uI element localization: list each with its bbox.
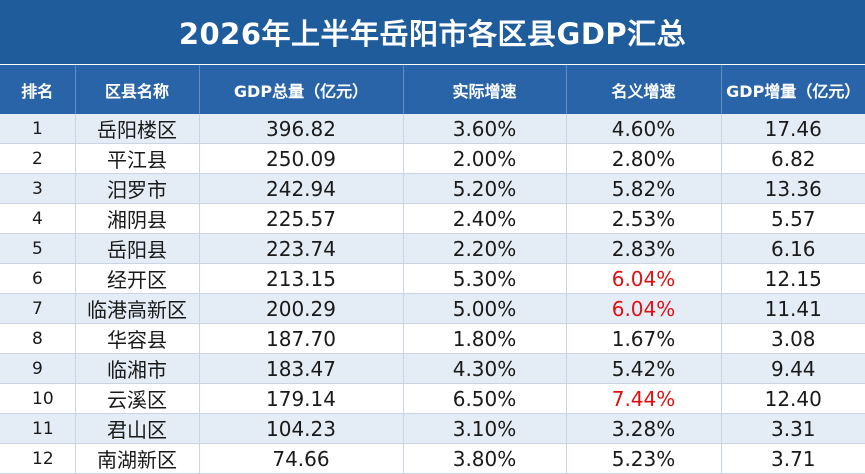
cell-real-growth: 2.20% <box>403 233 567 264</box>
table-row: 6 经开区 213.15 5.30% 6.04% 12.15 <box>0 263 865 294</box>
cell-gdp-increase: 11.41 <box>721 293 865 324</box>
cell-real-growth: 1.80% <box>403 323 567 354</box>
cell-nominal-growth: 6.04% <box>566 263 722 294</box>
cell-real-growth: 5.30% <box>403 263 567 294</box>
cell-real-growth: 6.50% <box>403 383 567 414</box>
cell-gdp-total: 183.47 <box>199 353 404 384</box>
cell-gdp-total: 223.74 <box>199 233 404 264</box>
cell-district-name: 临港高新区 <box>75 293 200 324</box>
table-row: 1 岳阳楼区 396.82 3.60% 4.60% 17.46 <box>0 114 865 144</box>
cell-real-growth: 3.80% <box>403 443 567 474</box>
header-real-growth: 实际增速 <box>403 65 567 114</box>
header-gdp-total: GDP总量（亿元） <box>199 65 404 114</box>
cell-gdp-increase: 6.82 <box>721 143 865 174</box>
cell-rank: 10 <box>0 383 76 414</box>
table-row: 3 汨罗市 242.94 5.20% 5.82% 13.36 <box>0 173 865 204</box>
cell-gdp-increase: 17.46 <box>721 114 865 144</box>
cell-district-name: 云溪区 <box>75 383 200 414</box>
table-row: 5 岳阳县 223.74 2.20% 2.83% 6.16 <box>0 233 865 264</box>
cell-nominal-growth: 2.80% <box>566 143 722 174</box>
cell-real-growth: 2.00% <box>403 143 567 174</box>
cell-district-name: 湘阴县 <box>75 203 200 234</box>
table-row: 7 临港高新区 200.29 5.00% 6.04% 11.41 <box>0 293 865 324</box>
cell-rank: 11 <box>0 413 76 444</box>
table-row: 8 华容县 187.70 1.80% 1.67% 3.08 <box>0 323 865 354</box>
cell-real-growth: 5.00% <box>403 293 567 324</box>
table-row: 9 临湘市 183.47 4.30% 5.42% 9.44 <box>0 353 865 384</box>
cell-rank: 3 <box>0 173 76 204</box>
cell-gdp-total: 187.70 <box>199 323 404 354</box>
header-district: 区县名称 <box>75 65 200 114</box>
cell-rank: 7 <box>0 293 76 324</box>
cell-nominal-growth: 7.44% <box>566 383 722 414</box>
cell-nominal-growth: 6.04% <box>566 293 722 324</box>
cell-nominal-growth: 2.83% <box>566 233 722 264</box>
cell-rank: 5 <box>0 233 76 264</box>
cell-gdp-increase: 9.44 <box>721 353 865 384</box>
cell-gdp-total: 104.23 <box>199 413 404 444</box>
cell-gdp-total: 179.14 <box>199 383 404 414</box>
cell-gdp-total: 396.82 <box>199 114 404 144</box>
cell-nominal-growth: 5.82% <box>566 173 722 204</box>
cell-nominal-growth: 2.53% <box>566 203 722 234</box>
cell-rank: 12 <box>0 443 76 474</box>
cell-gdp-increase: 12.40 <box>721 383 865 414</box>
cell-real-growth: 5.20% <box>403 173 567 204</box>
cell-district-name: 岳阳县 <box>75 233 200 264</box>
header-nominal-growth: 名义增速 <box>566 65 722 114</box>
cell-district-name: 华容县 <box>75 323 200 354</box>
table-row: 10 云溪区 179.14 6.50% 7.44% 12.40 <box>0 383 865 414</box>
cell-nominal-growth: 1.67% <box>566 323 722 354</box>
cell-rank: 1 <box>0 114 76 144</box>
cell-gdp-increase: 13.36 <box>721 173 865 204</box>
table-body: 1 岳阳楼区 396.82 3.60% 4.60% 17.46 2 平江县 250.09 2.00… <box>0 114 865 474</box>
cell-district-name: 平江县 <box>75 143 200 174</box>
cell-rank: 8 <box>0 323 76 354</box>
table-row: 12 南湖新区 74.66 3.80% 5.23% 3.71 <box>0 443 865 474</box>
cell-district-name: 临湘市 <box>75 353 200 384</box>
table-row: 11 君山区 104.23 3.10% 3.28% 3.31 <box>0 413 865 444</box>
cell-rank: 9 <box>0 353 76 384</box>
cell-gdp-increase: 6.16 <box>721 233 865 264</box>
cell-gdp-total: 200.29 <box>199 293 404 324</box>
cell-gdp-total: 213.15 <box>199 263 404 294</box>
cell-gdp-increase: 5.57 <box>721 203 865 234</box>
page-title: 2026年上半年岳阳市各区县GDP汇总 <box>178 17 687 51</box>
table-header-row: 排名 区县名称 GDP总量（亿元） 实际增速 名义增速 GDP增量（亿元） <box>0 65 865 114</box>
header-gdp-increase: GDP增量（亿元） <box>721 65 865 114</box>
cell-district-name: 南湖新区 <box>75 443 200 474</box>
cell-real-growth: 4.30% <box>403 353 567 384</box>
cell-gdp-increase: 3.31 <box>721 413 865 444</box>
cell-district-name: 汨罗市 <box>75 173 200 204</box>
cell-gdp-increase: 3.71 <box>721 443 865 474</box>
cell-rank: 2 <box>0 143 76 174</box>
cell-gdp-total: 250.09 <box>199 143 404 174</box>
table-row: 2 平江县 250.09 2.00% 2.80% 6.82 <box>0 143 865 174</box>
cell-gdp-increase: 3.08 <box>721 323 865 354</box>
cell-district-name: 君山区 <box>75 413 200 444</box>
title-bar: 2026年上半年岳阳市各区县GDP汇总 <box>0 0 865 65</box>
cell-nominal-growth: 5.42% <box>566 353 722 384</box>
cell-gdp-total: 242.94 <box>199 173 404 204</box>
cell-gdp-increase: 12.15 <box>721 263 865 294</box>
cell-district-name: 经开区 <box>75 263 200 294</box>
cell-nominal-growth: 3.28% <box>566 413 722 444</box>
cell-rank: 6 <box>0 263 76 294</box>
cell-gdp-total: 74.66 <box>199 443 404 474</box>
cell-real-growth: 2.40% <box>403 203 567 234</box>
cell-nominal-growth: 4.60% <box>566 114 722 144</box>
cell-gdp-total: 225.57 <box>199 203 404 234</box>
cell-real-growth: 3.10% <box>403 413 567 444</box>
cell-district-name: 岳阳楼区 <box>75 114 200 144</box>
cell-rank: 4 <box>0 203 76 234</box>
cell-nominal-growth: 5.23% <box>566 443 722 474</box>
cell-real-growth: 3.60% <box>403 114 567 144</box>
table-row: 4 湘阴县 225.57 2.40% 2.53% 5.57 <box>0 203 865 234</box>
header-rank: 排名 <box>0 65 76 114</box>
